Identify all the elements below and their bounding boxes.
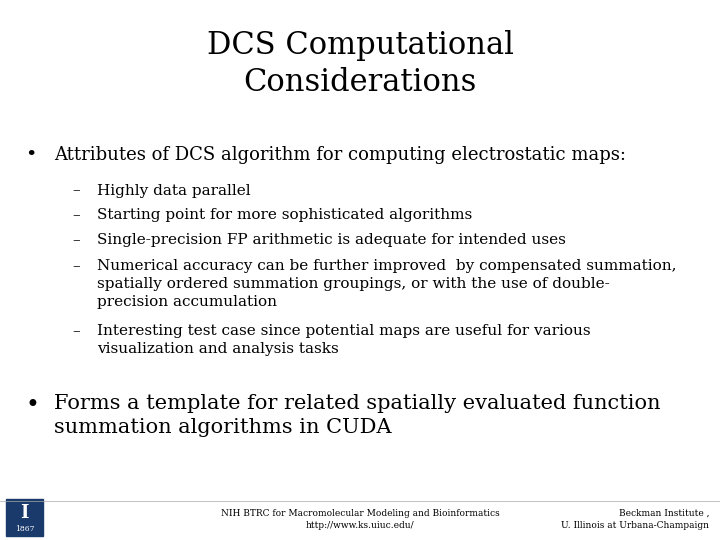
Text: –: – <box>72 233 80 247</box>
Text: Beckman Institute ,
U. Illinois at Urbana-Champaign: Beckman Institute , U. Illinois at Urban… <box>561 509 709 530</box>
Text: 1867: 1867 <box>14 525 35 533</box>
Text: Single-precision FP arithmetic is adequate for intended uses: Single-precision FP arithmetic is adequa… <box>97 233 566 247</box>
FancyBboxPatch shape <box>6 499 43 536</box>
Text: I: I <box>20 504 29 522</box>
Text: –: – <box>72 184 80 198</box>
Text: NIH BTRC for Macromolecular Modeling and Bioinformatics
http://www.ks.uiuc.edu/: NIH BTRC for Macromolecular Modeling and… <box>220 509 500 530</box>
Text: –: – <box>72 324 80 338</box>
Text: Highly data parallel: Highly data parallel <box>97 184 251 198</box>
Text: DCS Computational
Considerations: DCS Computational Considerations <box>207 30 513 98</box>
Text: Attributes of DCS algorithm for computing electrostatic maps:: Attributes of DCS algorithm for computin… <box>54 146 626 164</box>
Text: Numerical accuracy can be further improved  by compensated summation,
spatially : Numerical accuracy can be further improv… <box>97 259 677 309</box>
Text: Starting point for more sophisticated algorithms: Starting point for more sophisticated al… <box>97 208 472 222</box>
Text: –: – <box>72 208 80 222</box>
Text: Interesting test case since potential maps are useful for various
visualization : Interesting test case since potential ma… <box>97 324 591 356</box>
Text: Forms a template for related spatially evaluated function
summation algorithms i: Forms a template for related spatially e… <box>54 394 660 437</box>
Text: –: – <box>72 259 80 273</box>
Text: •: • <box>25 394 39 417</box>
Text: •: • <box>25 146 37 164</box>
